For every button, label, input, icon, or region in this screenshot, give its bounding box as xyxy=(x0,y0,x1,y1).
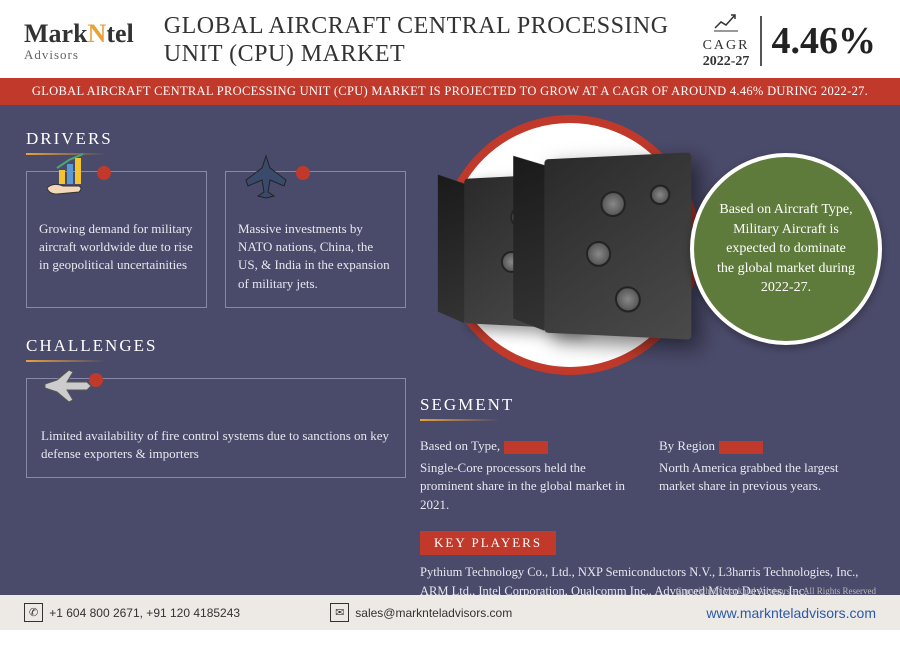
segment-section: SEGMENT Based on Type, Single-Core proce… xyxy=(420,395,870,514)
page-title: GLOBAL AIRCRAFT CENTRAL PROCESSING UNIT … xyxy=(134,13,703,68)
product-image-area: Based on Aircraft Type, Military Aircraf… xyxy=(420,105,900,385)
underline xyxy=(420,419,500,421)
challenge-text: Limited availability of fire control sys… xyxy=(41,428,389,461)
driver-text-2: Massive investments by NATO nations, Chi… xyxy=(238,221,390,291)
red-highlight xyxy=(504,441,548,454)
cagr-label: CAGR 2022-27 xyxy=(703,12,750,70)
growth-hand-icon xyxy=(39,152,95,202)
phone-text: +1 604 800 2671, +91 120 4185243 xyxy=(49,606,240,620)
banner: GLOBAL AIRCRAFT CENTRAL PROCESSING UNIT … xyxy=(0,78,900,105)
email-icon: ✉ xyxy=(330,603,349,622)
seg-body-1: Single-Core processors held the prominen… xyxy=(420,460,625,511)
red-highlight xyxy=(719,441,763,454)
segment-columns: Based on Type, Single-Core processors he… xyxy=(420,437,870,514)
segment-title: SEGMENT xyxy=(420,395,870,415)
left-column: DRIVERS Growing demand for military airc… xyxy=(26,129,406,478)
phone-icon: ✆ xyxy=(24,603,43,622)
footer: ✆ +1 604 800 2671, +91 120 4185243 ✉ sal… xyxy=(0,595,900,630)
jet-side-icon xyxy=(39,359,95,409)
right-column: Based on Aircraft Type, Military Aircraf… xyxy=(420,105,900,385)
challenges-title: CHALLENGES xyxy=(26,336,406,356)
cagr-value: 4.46% xyxy=(772,19,877,63)
dot-icon xyxy=(89,373,103,387)
green-callout: Based on Aircraft Type, Military Aircraf… xyxy=(690,153,882,345)
key-players-label: KEY PLAYERS xyxy=(420,531,556,555)
seg-head-1: Based on Type, xyxy=(420,437,500,455)
driver-box-1: Growing demand for military aircraft wor… xyxy=(26,171,207,308)
driver-box-2: Massive investments by NATO nations, Chi… xyxy=(225,171,406,308)
logo-subtitle: Advisors xyxy=(24,47,134,63)
main-content: DRIVERS Growing demand for military airc… xyxy=(0,105,900,630)
logo-part1: Mark xyxy=(24,19,88,48)
footer-phone: ✆ +1 604 800 2671, +91 120 4185243 xyxy=(24,603,240,622)
dot-icon xyxy=(296,166,310,180)
cpu-hardware-image xyxy=(430,123,710,368)
cagr-text: CAGR xyxy=(703,38,750,54)
chart-growth-icon xyxy=(713,12,739,38)
footer-website[interactable]: www.marknteladvisors.com xyxy=(706,605,876,621)
jet-icon xyxy=(238,152,294,202)
segment-col-2: By Region North America grabbed the larg… xyxy=(659,437,870,514)
seg-head-2: By Region xyxy=(659,437,715,455)
dot-icon xyxy=(97,166,111,180)
email-text: sales@marknteladvisors.com xyxy=(355,606,512,620)
header: MarkNtel Advisors GLOBAL AIRCRAFT CENTRA… xyxy=(0,0,900,78)
seg-body-2: North America grabbed the largest market… xyxy=(659,460,839,493)
challenge-box: Limited availability of fire control sys… xyxy=(26,378,406,478)
logo-text: MarkNtel xyxy=(24,19,134,49)
logo-part3: tel xyxy=(106,19,133,48)
drivers-row: Growing demand for military aircraft wor… xyxy=(26,171,406,308)
driver-text-1: Growing demand for military aircraft wor… xyxy=(39,221,193,272)
footer-email: ✉ sales@marknteladvisors.com xyxy=(330,603,512,622)
callout-text: Based on Aircraft Type, Military Aircraf… xyxy=(716,200,856,298)
cagr-box: CAGR 2022-27 4.46% xyxy=(703,12,876,70)
logo: MarkNtel Advisors xyxy=(24,19,134,63)
drivers-title: DRIVERS xyxy=(26,129,406,149)
logo-part2: N xyxy=(88,19,107,48)
divider xyxy=(760,16,762,66)
cagr-years: 2022-27 xyxy=(703,54,750,70)
segment-col-1: Based on Type, Single-Core processors he… xyxy=(420,437,631,514)
